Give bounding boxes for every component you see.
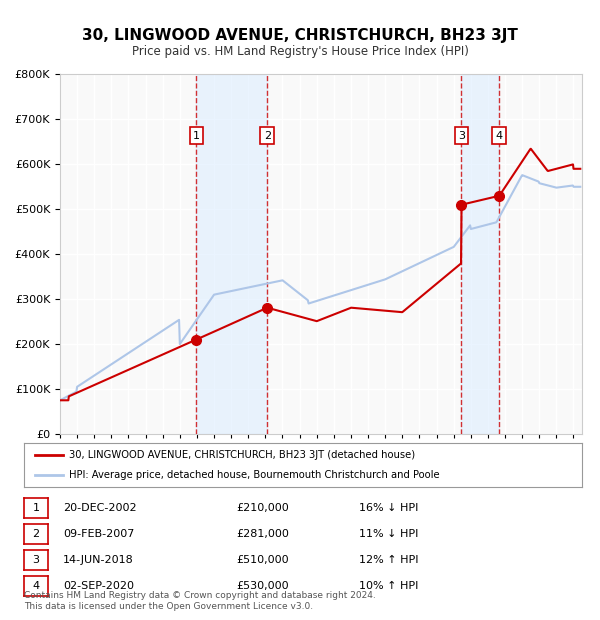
Text: 1: 1 <box>193 131 200 141</box>
Text: 30, LINGWOOD AVENUE, CHRISTCHURCH, BH23 3JT (detached house): 30, LINGWOOD AVENUE, CHRISTCHURCH, BH23 … <box>68 451 415 461</box>
Text: 20-DEC-2002: 20-DEC-2002 <box>63 503 137 513</box>
Text: 2: 2 <box>263 131 271 141</box>
Text: 09-FEB-2007: 09-FEB-2007 <box>63 529 134 539</box>
Text: Price paid vs. HM Land Registry's House Price Index (HPI): Price paid vs. HM Land Registry's House … <box>131 45 469 58</box>
Bar <box>196 74 267 434</box>
Text: 30, LINGWOOD AVENUE, CHRISTCHURCH, BH23 3JT: 30, LINGWOOD AVENUE, CHRISTCHURCH, BH23 … <box>82 28 518 43</box>
Text: 12% ↑ HPI: 12% ↑ HPI <box>359 555 418 565</box>
Text: 3: 3 <box>32 555 40 565</box>
Text: 14-JUN-2018: 14-JUN-2018 <box>63 555 134 565</box>
Text: 3: 3 <box>458 131 465 141</box>
Text: 16% ↓ HPI: 16% ↓ HPI <box>359 503 418 513</box>
Text: £281,000: £281,000 <box>236 529 289 539</box>
Text: 11% ↓ HPI: 11% ↓ HPI <box>359 529 418 539</box>
Text: 10% ↑ HPI: 10% ↑ HPI <box>359 581 418 591</box>
Text: 2: 2 <box>32 529 40 539</box>
Text: 4: 4 <box>32 581 40 591</box>
Text: £530,000: £530,000 <box>236 581 289 591</box>
Text: £210,000: £210,000 <box>236 503 289 513</box>
Text: HPI: Average price, detached house, Bournemouth Christchurch and Poole: HPI: Average price, detached house, Bour… <box>68 469 439 479</box>
Text: £510,000: £510,000 <box>236 555 289 565</box>
Text: Contains HM Land Registry data © Crown copyright and database right 2024.
This d: Contains HM Land Registry data © Crown c… <box>24 591 376 611</box>
Text: 1: 1 <box>32 503 40 513</box>
Text: 4: 4 <box>496 131 503 141</box>
Bar <box>461 74 499 434</box>
Text: 02-SEP-2020: 02-SEP-2020 <box>63 581 134 591</box>
